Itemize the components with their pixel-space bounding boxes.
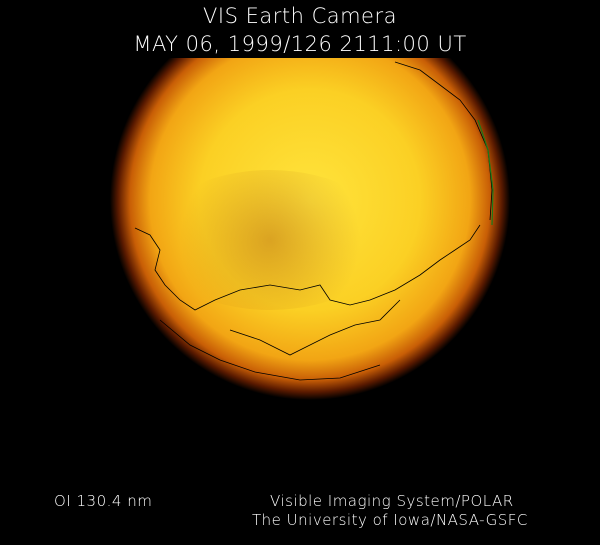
- institution-credit: The University of Iowa/NASA-GSFC: [252, 511, 528, 529]
- terminator-line: [477, 119, 494, 226]
- aurora-dim-region: [150, 170, 390, 310]
- instrument-credit: Visible Imaging System/POLAR: [270, 492, 514, 510]
- observation-datetime: MAY 06, 1999/126 2111:00 UT: [133, 32, 467, 56]
- image-title: VIS Earth Camera: [203, 4, 397, 28]
- coastline: [134, 61, 493, 381]
- wavelength-label: OI 130.4 nm: [54, 492, 153, 510]
